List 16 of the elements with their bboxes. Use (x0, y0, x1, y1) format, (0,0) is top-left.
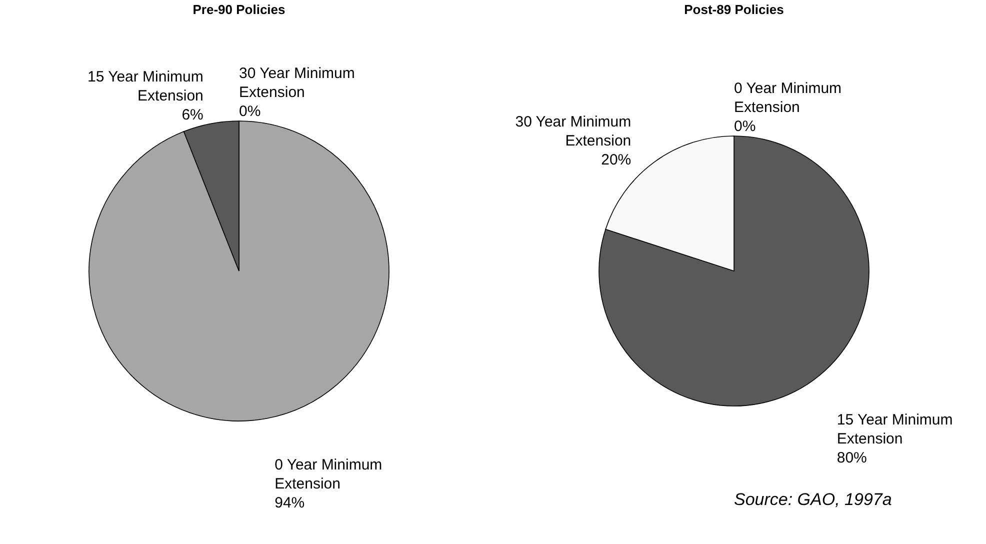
category-label: 0 Year Minimum Extension (734, 80, 842, 116)
data-label: 80% (836, 450, 867, 467)
category-label: 30 Year Minimum Extension (239, 65, 355, 101)
data-label: 6% (182, 106, 204, 124)
slice-label: 15 Year Minimum Extension (87, 68, 204, 104)
slice-label: 15 Year Minimum Extension (836, 412, 953, 448)
chart-title: Post-89 Policies (684, 2, 784, 17)
data-label: 20% (601, 151, 632, 168)
text: 0% (239, 103, 261, 120)
text: 0% (734, 118, 756, 135)
pie-slice (88, 120, 390, 422)
data-label: 94% (274, 494, 305, 512)
slice-label: 0 Year Minimum Extension (274, 456, 382, 493)
source-note: Source: GAO, 1997a (734, 490, 892, 509)
chart-title: Pre-90 Policies (192, 2, 286, 17)
slice-label: 30 Year Minimum Extension (515, 113, 632, 150)
